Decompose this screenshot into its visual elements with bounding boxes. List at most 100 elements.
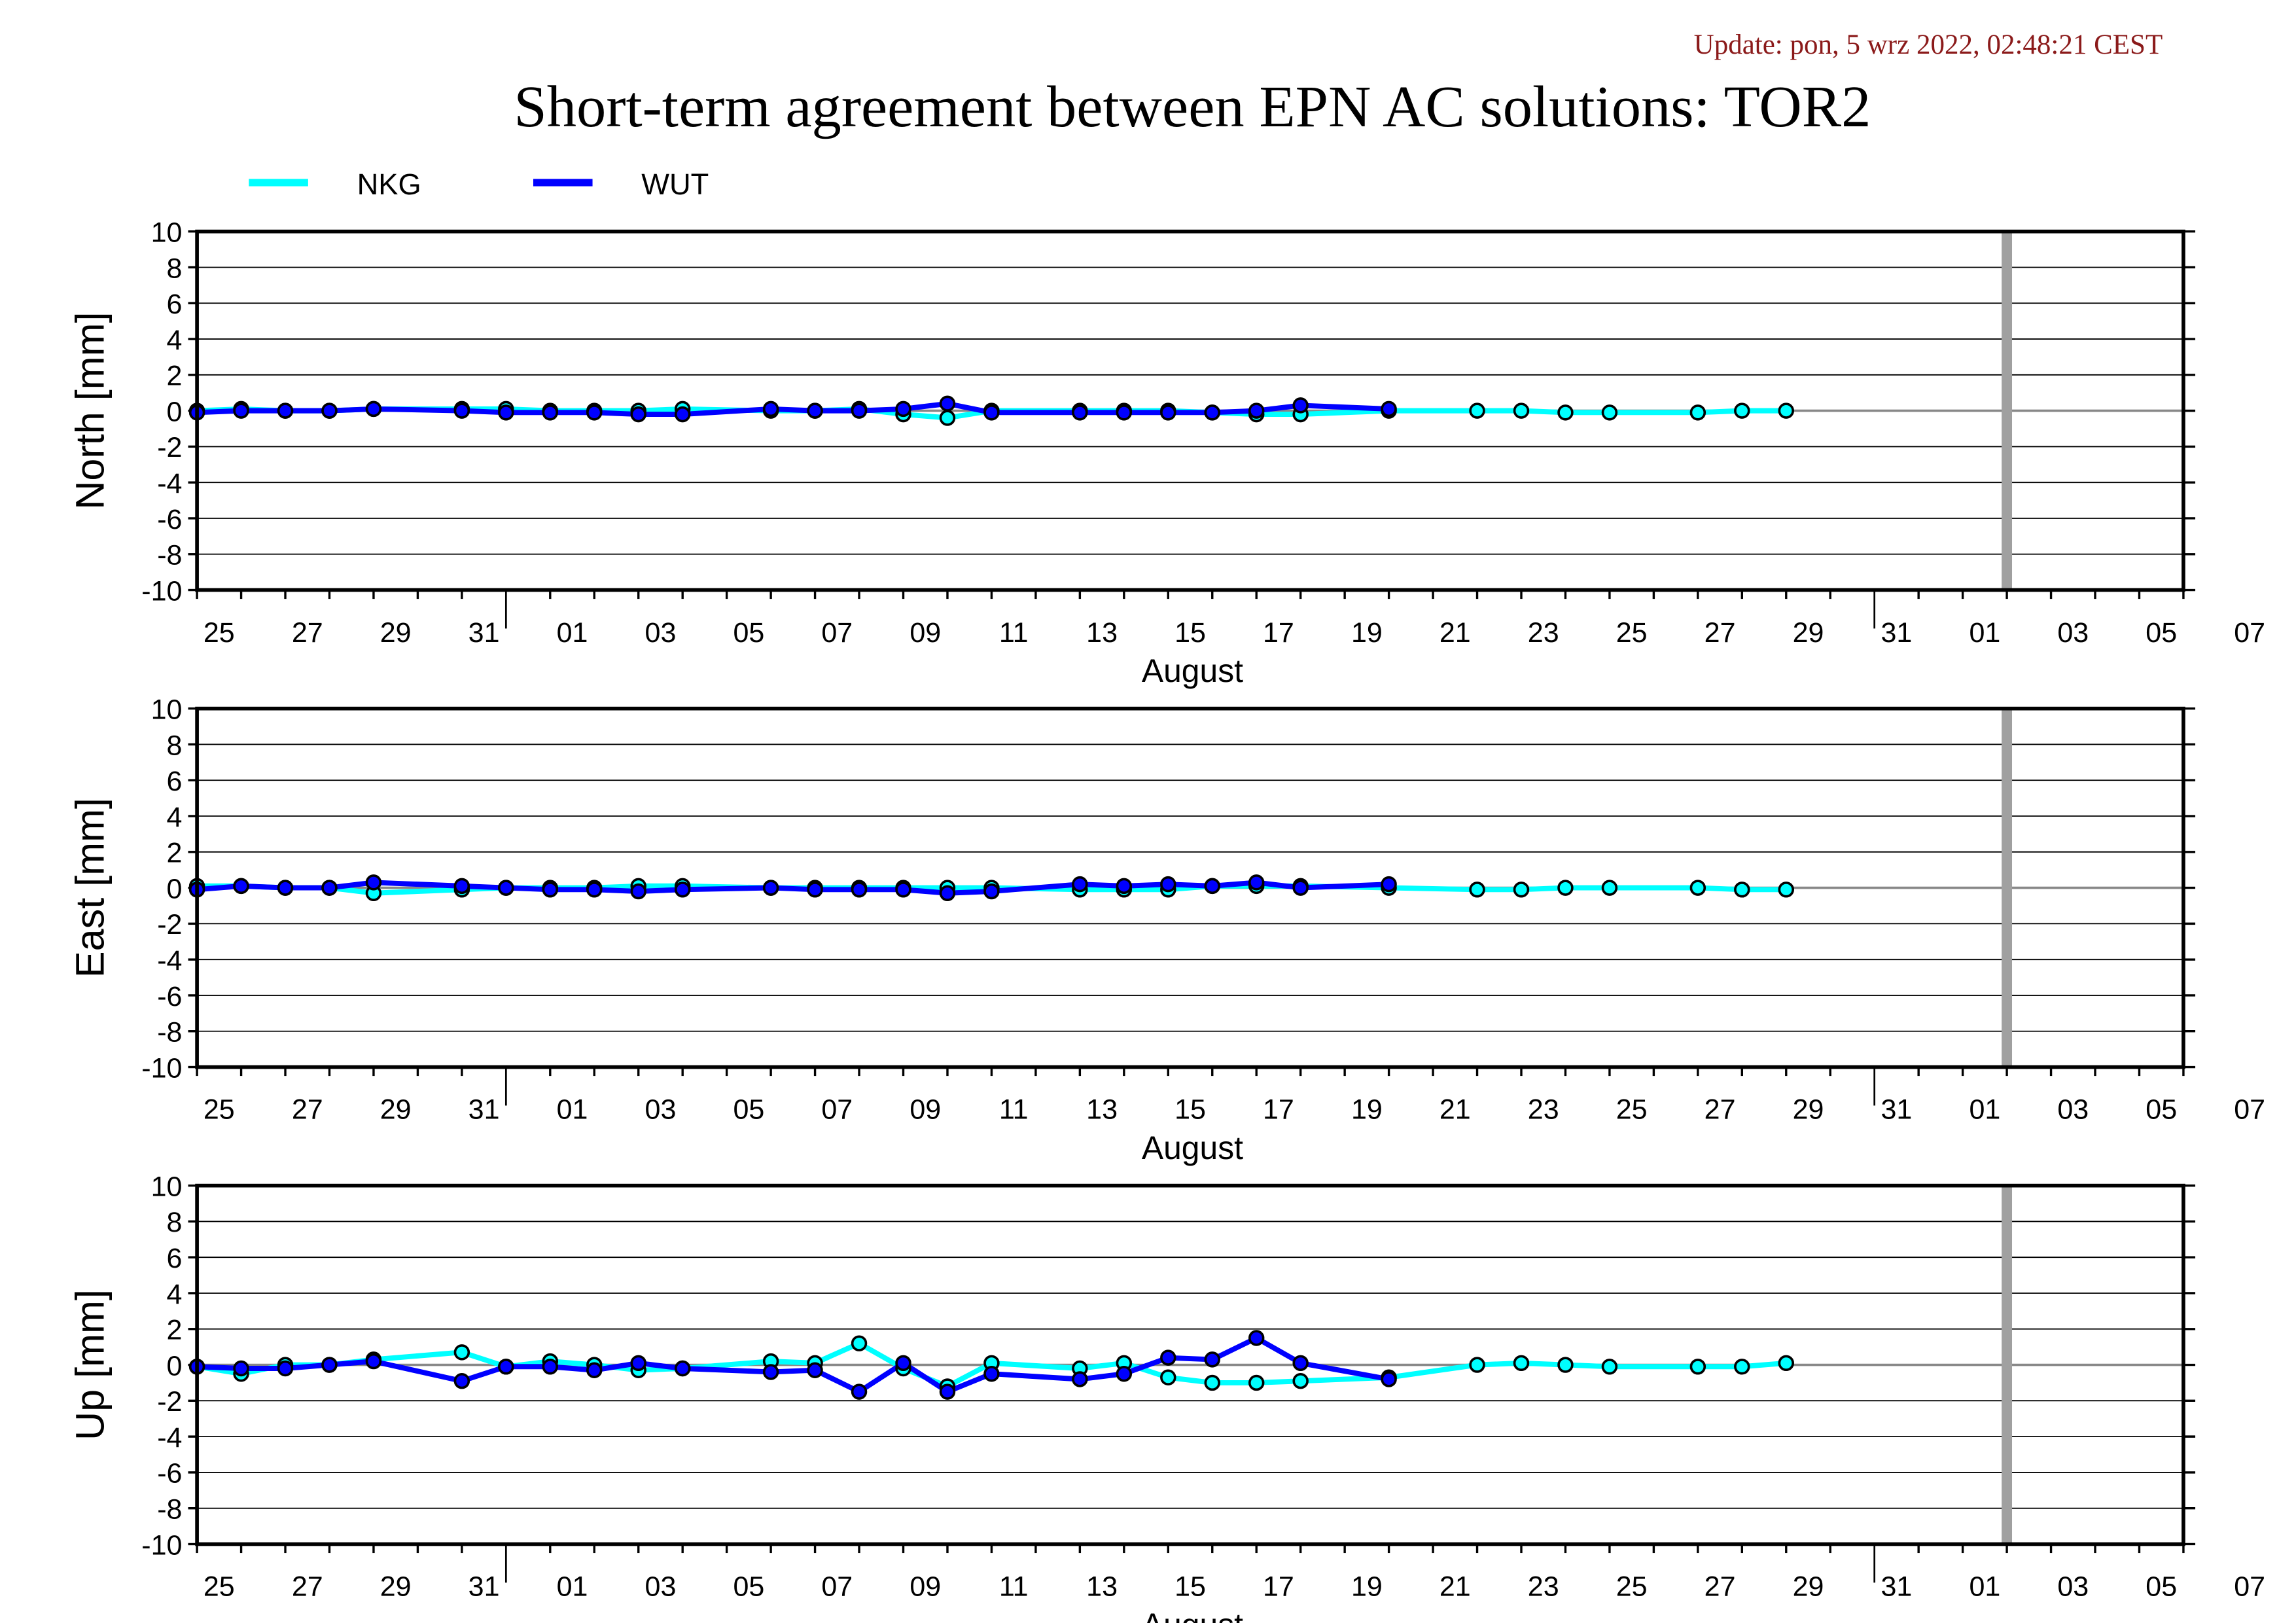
data-point-nkg: [1778, 882, 1795, 898]
data-point-wut: [1248, 874, 1265, 891]
x-tick-label: 01: [1969, 617, 2000, 649]
x-tick-label: 27: [1704, 1094, 1736, 1126]
y-tick-label: -6: [157, 1458, 182, 1489]
y-tick-label: 0: [167, 873, 183, 904]
update-timestamp: Update: pon, 5 wrz 2022, 02:48:21 CEST: [1694, 29, 2163, 60]
x-tick-label: 31: [468, 1571, 500, 1603]
x-tick-label: 17: [1263, 617, 1294, 649]
y-tick-label: 2: [167, 838, 183, 869]
data-point-wut: [1160, 876, 1176, 893]
data-point-wut: [321, 402, 338, 419]
y-tick-label: 8: [167, 1207, 183, 1238]
data-point-wut: [895, 401, 911, 418]
x-tick-label: 03: [2057, 617, 2089, 649]
data-point-wut: [1381, 401, 1397, 418]
data-point-nkg: [1513, 402, 1530, 419]
x-tick-label: 31: [468, 617, 500, 649]
x-tick-label: 15: [1174, 617, 1206, 649]
data-point-wut: [1381, 876, 1397, 893]
data-point-wut: [1072, 876, 1088, 893]
x-tick-label: 01: [557, 1571, 588, 1603]
x-tick-label: 19: [1351, 1094, 1383, 1126]
y-tick-label: 4: [167, 325, 183, 356]
data-point-wut: [1072, 1371, 1088, 1387]
x-tick-label: 27: [292, 617, 323, 649]
data-point-wut: [498, 880, 514, 896]
y-tick-label: 4: [167, 1279, 183, 1310]
x-tick-label: 03: [2057, 1571, 2089, 1603]
data-point-wut: [498, 1359, 514, 1375]
y-tick-label: -8: [157, 540, 182, 571]
x-tick-label: 01: [1969, 1094, 2000, 1126]
y-axis-label: North [mm]: [67, 312, 112, 510]
x-tick-label: 05: [2146, 1571, 2177, 1603]
x-tick-label: 27: [292, 1571, 323, 1603]
data-point-nkg: [1601, 1359, 1618, 1375]
y-axis-label: East [mm]: [67, 798, 112, 978]
data-point-nkg: [1557, 880, 1574, 896]
x-tick-label: 01: [557, 1094, 588, 1126]
data-point-nkg: [1292, 1372, 1309, 1389]
y-tick-label: -2: [157, 909, 182, 940]
y-tick-label: 0: [167, 396, 183, 427]
y-tick-label: 10: [151, 1171, 183, 1202]
x-tick-label: 25: [1616, 1094, 1648, 1126]
y-tick-label: 2: [167, 1315, 183, 1346]
data-point-nkg: [1469, 402, 1485, 419]
data-point-wut: [851, 402, 868, 419]
data-point-wut: [233, 1360, 249, 1377]
data-point-wut: [321, 880, 338, 896]
data-point-nkg: [1778, 402, 1795, 419]
data-point-nkg: [1248, 1374, 1265, 1391]
data-point-wut: [1248, 1330, 1265, 1346]
data-point-nkg: [939, 410, 956, 426]
data-point-wut: [1381, 1371, 1397, 1387]
data-point-nkg: [851, 1335, 868, 1351]
data-point-wut: [365, 874, 382, 891]
data-point-wut: [321, 1357, 338, 1373]
data-point-wut: [630, 1355, 646, 1372]
data-point-wut: [586, 1362, 603, 1378]
y-tick-label: 10: [151, 217, 183, 249]
data-point-nkg: [1734, 1359, 1750, 1375]
legend: NKG WUT: [249, 168, 709, 201]
data-point-wut: [542, 1359, 559, 1375]
data-point-nkg: [1513, 1355, 1530, 1372]
data-point-wut: [365, 401, 382, 418]
y-tick-label: -10: [141, 1052, 182, 1084]
data-point-wut: [630, 883, 646, 900]
y-tick-label: 6: [167, 289, 183, 320]
data-point-wut: [1116, 878, 1133, 895]
y-tick-label: 6: [167, 1243, 183, 1274]
x-tick-label: 25: [203, 617, 235, 649]
plot-frame: [195, 1183, 2185, 1546]
data-point-wut: [453, 878, 470, 895]
x-tick-label: 07: [821, 617, 853, 649]
panel-up: 10 8 6 4 2 0 -2 -4 -6 -8 -10 25 27 29 31 01 03 05 07 09 11 13…: [67, 1171, 2265, 1623]
panel-east: 10 8 6 4 2 0 -2 -4 -6 -8 -10 25 27 29 31 01 03 05 07 09 11 13…: [67, 694, 2265, 1166]
data-point-wut: [1204, 1351, 1220, 1368]
data-point-nkg: [1689, 1359, 1706, 1375]
data-point-wut: [807, 402, 823, 419]
x-tick-label: 05: [2146, 1094, 2177, 1126]
y-tick-label: -8: [157, 1017, 182, 1048]
data-point-wut: [1292, 1355, 1309, 1372]
x-tick-label: 09: [910, 1094, 941, 1126]
x-tick-label: 11: [999, 1094, 1029, 1126]
x-tick-label: 23: [1528, 617, 1559, 649]
y-tick-label: -8: [157, 1494, 182, 1525]
x-tick-label: 27: [1704, 1571, 1736, 1603]
data-point-nkg: [1204, 1374, 1220, 1391]
data-point-nkg: [1557, 404, 1574, 421]
data-point-wut: [939, 885, 956, 902]
x-tick-label: 13: [1086, 1571, 1118, 1603]
x-tick-label: 29: [1793, 1094, 1824, 1126]
data-point-nkg: [1601, 404, 1618, 421]
x-tick-label: 21: [1439, 617, 1471, 649]
x-tick-label: 07: [2234, 617, 2265, 649]
x-tick-label: 03: [2057, 1094, 2089, 1126]
plot-frame: [195, 229, 2185, 592]
data-point-wut: [674, 882, 691, 898]
data-point-wut: [542, 404, 559, 421]
data-point-wut: [1204, 404, 1220, 421]
